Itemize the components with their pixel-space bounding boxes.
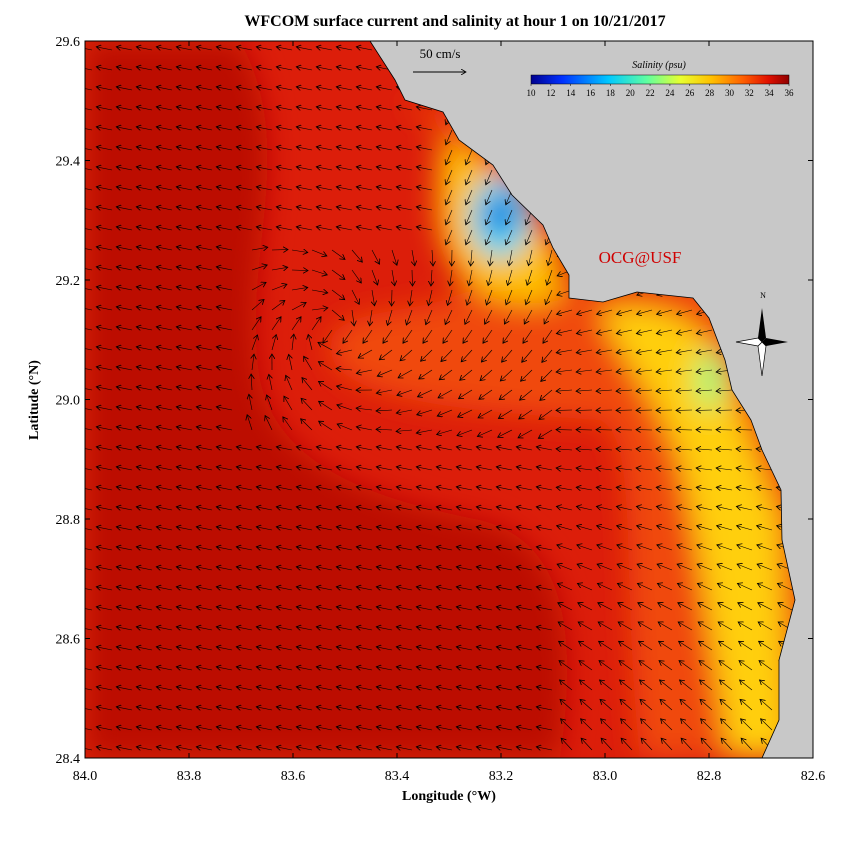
x-tick-label: 83.6 bbox=[281, 769, 306, 784]
colorbar-tick-label: 24 bbox=[665, 88, 675, 98]
map-area bbox=[76, 41, 820, 758]
colorbar-tick-label: 20 bbox=[626, 88, 636, 98]
y-tick-label: 29.4 bbox=[56, 155, 81, 170]
x-tick-label: 84.0 bbox=[73, 769, 98, 784]
colorbar-tick-label: 26 bbox=[685, 88, 695, 98]
colorbar-tick-label: 28 bbox=[705, 88, 715, 98]
colorbar-tick-label: 10 bbox=[527, 88, 537, 98]
y-tick-label: 29.2 bbox=[56, 274, 81, 289]
title: WFCOM surface current and salinity at ho… bbox=[244, 13, 665, 30]
colorbar-tick-label: 32 bbox=[745, 88, 754, 98]
annotation: OCG@USF bbox=[599, 248, 682, 267]
colorbar-tick-label: 14 bbox=[566, 88, 576, 98]
y-tick-label: 29.6 bbox=[56, 35, 81, 50]
colorbar bbox=[531, 75, 789, 84]
y-tick-label: 29.0 bbox=[56, 394, 81, 409]
colorbar-title: Salinity (psu) bbox=[632, 60, 686, 71]
colorbar-tick-label: 34 bbox=[765, 88, 775, 98]
scale-label: 50 cm/s bbox=[420, 46, 461, 61]
x-axis-label: Longitude (°W) bbox=[402, 789, 496, 804]
colorbar-tick-label: 16 bbox=[586, 88, 596, 98]
x-tick-label: 82.8 bbox=[697, 769, 722, 784]
colorbar-tick-label: 12 bbox=[546, 88, 555, 98]
y-tick-label: 28.6 bbox=[56, 633, 81, 648]
colorbar-tick-label: 30 bbox=[725, 88, 735, 98]
colorbar-tick-label: 22 bbox=[646, 88, 655, 98]
y-axis-label: Latitude (°N) bbox=[27, 360, 42, 440]
x-tick-label: 83.4 bbox=[385, 769, 410, 784]
compass-label: N bbox=[760, 291, 766, 300]
colorbar-tick-label: 36 bbox=[785, 88, 795, 98]
x-tick-label: 83.8 bbox=[177, 769, 202, 784]
y-tick-label: 28.8 bbox=[56, 513, 81, 528]
colorbar-tick-label: 18 bbox=[606, 88, 616, 98]
x-tick-label: 82.6 bbox=[801, 769, 826, 784]
y-tick-label: 28.4 bbox=[56, 752, 81, 767]
x-tick-label: 83.2 bbox=[489, 769, 514, 784]
x-tick-label: 83.0 bbox=[593, 769, 618, 784]
